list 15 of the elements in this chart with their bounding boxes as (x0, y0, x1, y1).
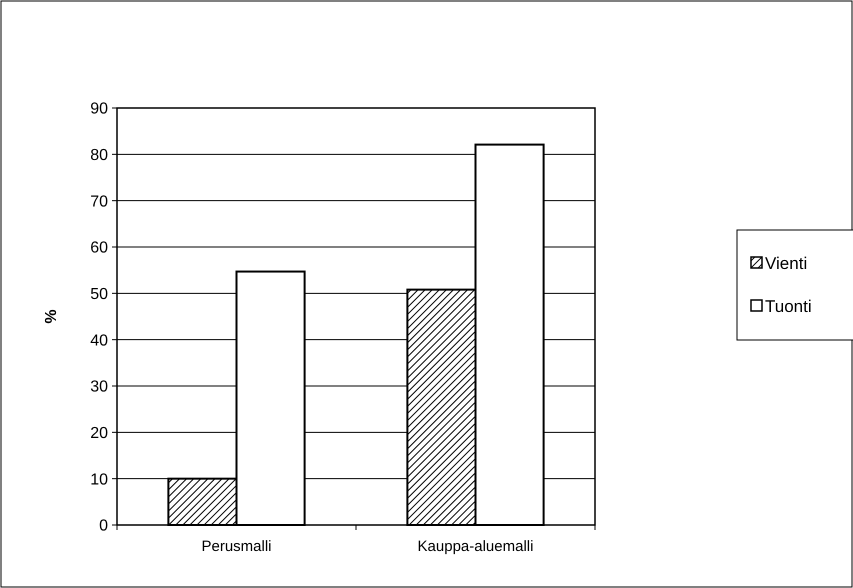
x-tick-label: Perusmalli (201, 538, 272, 555)
y-tick-label: 10 (90, 471, 108, 488)
y-tick-label: 30 (90, 378, 108, 396)
y-tick-label: 50 (90, 286, 108, 303)
y-tick-label: 70 (90, 193, 108, 210)
y-axis-title: % (43, 309, 60, 324)
y-tick-label: 90 (90, 100, 108, 118)
y-tick-label: 40 (90, 332, 108, 350)
y-tick-label: 0 (99, 518, 108, 535)
y-tick-label: 60 (90, 240, 108, 257)
x-tick-label: Kauppa-aluemalli (418, 538, 534, 555)
legend-label: Tuonti (765, 296, 812, 316)
y-tick-label: 80 (90, 146, 108, 164)
y-tick-label: 20 (90, 424, 108, 442)
legend-label: Vienti (765, 254, 808, 273)
